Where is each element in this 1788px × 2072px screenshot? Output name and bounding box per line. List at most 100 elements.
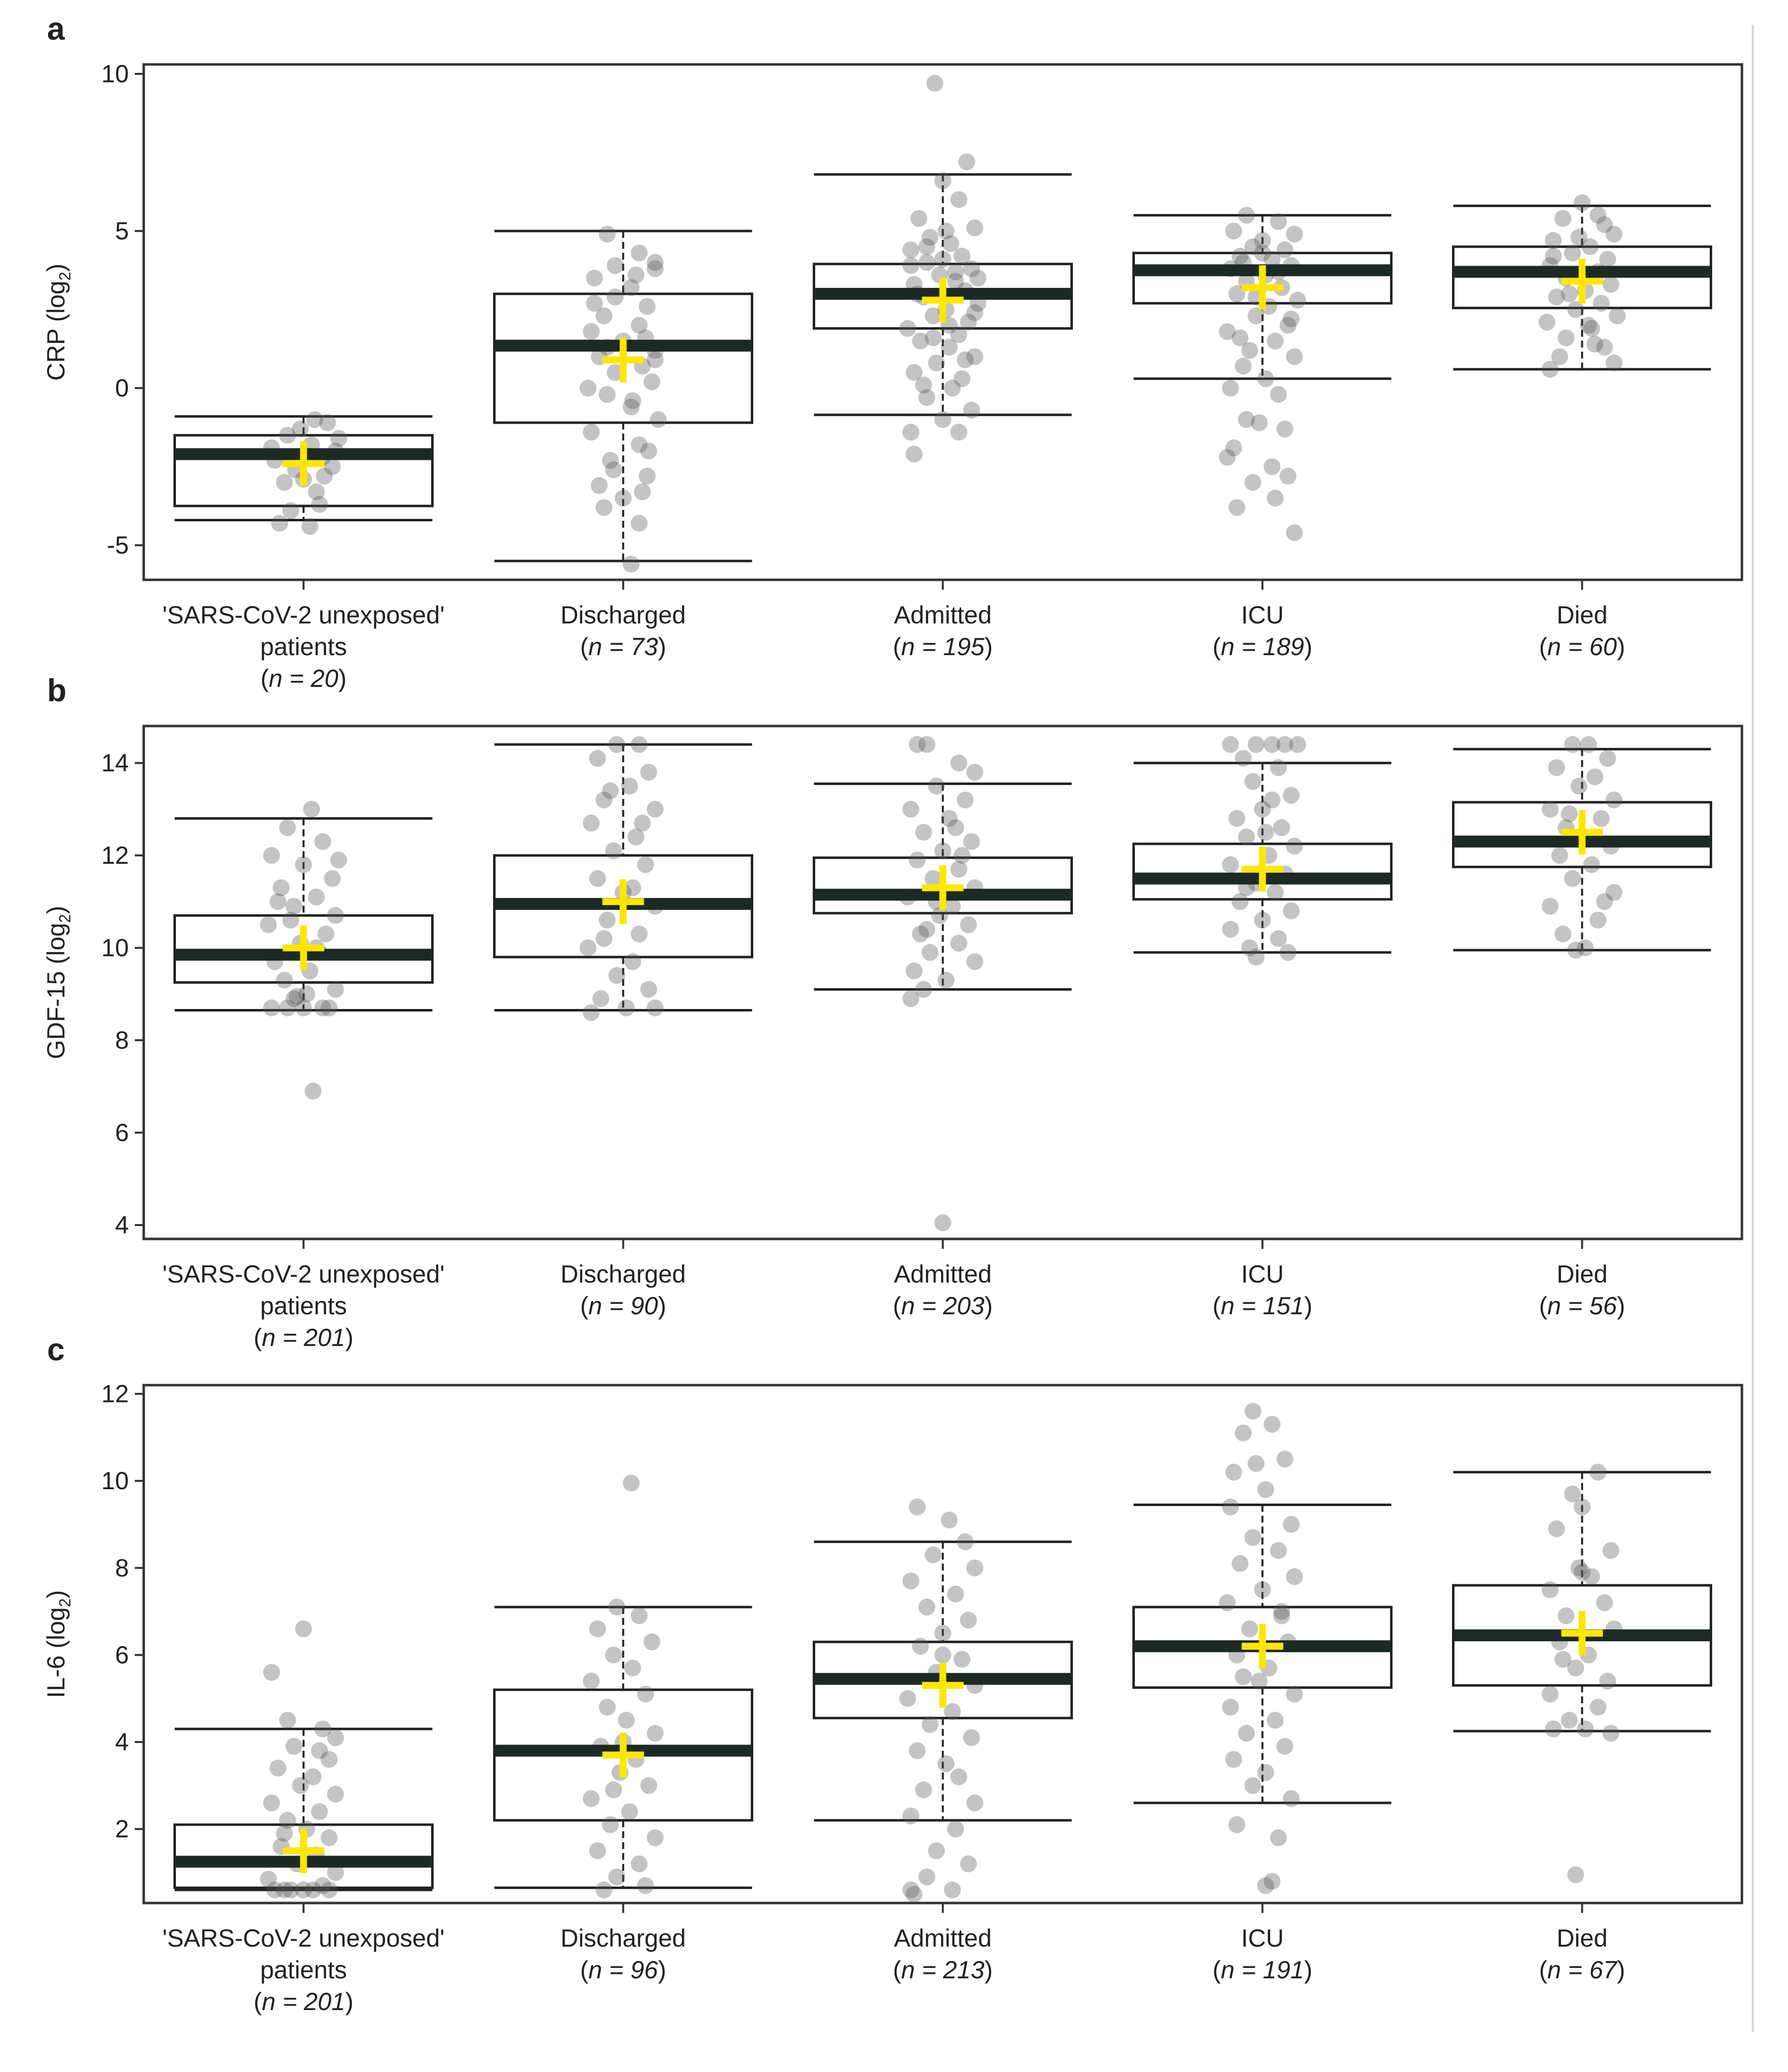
data-point (937, 1755, 954, 1772)
data-point (1270, 759, 1287, 776)
data-point (624, 1659, 641, 1677)
n-close-paren: ) (338, 665, 347, 692)
data-point (1561, 285, 1578, 302)
data-point (276, 474, 293, 491)
data-point (918, 1868, 936, 1886)
n-close-paren: ) (658, 633, 667, 661)
data-point (1599, 750, 1617, 767)
data-point (1551, 847, 1568, 864)
data-point (966, 1794, 983, 1812)
data-point (1263, 251, 1281, 268)
data-point (931, 907, 949, 924)
data-point (621, 778, 638, 795)
n-open-paren: ( (1213, 633, 1221, 661)
data-point (934, 1624, 951, 1642)
y-tick-label: 8 (115, 1554, 129, 1582)
data-point (1589, 911, 1607, 929)
data-point (1548, 759, 1565, 776)
x-category-label: 'SARS-CoV-2 unexposed' (163, 601, 445, 629)
n-count: n = 201 (262, 1324, 345, 1351)
data-point (1602, 276, 1620, 293)
data-point (1254, 1581, 1271, 1598)
data-point (589, 750, 606, 767)
data-point (1228, 285, 1245, 302)
data-point (1599, 1673, 1617, 1690)
data-point (937, 971, 954, 989)
data-point (1276, 420, 1293, 438)
n-close-paren: ) (1304, 1292, 1313, 1320)
data-point (599, 911, 616, 929)
data-point (902, 990, 919, 1008)
data-point (1589, 1698, 1607, 1716)
data-point (260, 916, 277, 933)
data-point (1228, 810, 1245, 827)
data-point (583, 323, 600, 340)
data-point (1244, 238, 1262, 255)
y-tick-label: -5 (107, 531, 129, 559)
data-point (1570, 1559, 1588, 1576)
data-point (634, 814, 651, 832)
data-point (279, 427, 296, 444)
data-point (263, 999, 280, 1016)
group-3: ICU (n = 191) (1132, 1402, 1393, 1984)
data-point (1554, 210, 1571, 227)
data-point (324, 870, 341, 887)
data-point (925, 307, 942, 325)
data-point (915, 1781, 932, 1798)
data-point (1219, 448, 1236, 466)
data-point (1241, 1620, 1258, 1637)
data-point (941, 810, 958, 827)
data-point (1283, 1516, 1300, 1533)
data-point (595, 930, 613, 947)
data-point (279, 999, 296, 1016)
x-category-n: (n = 67) (1539, 1956, 1625, 1984)
data-point (321, 1751, 338, 1768)
data-point (1247, 307, 1265, 325)
data-point (608, 736, 625, 753)
x-category-n: (n = 195) (893, 633, 993, 661)
data-point (263, 1794, 280, 1812)
data-point (926, 75, 944, 92)
data-point (269, 893, 286, 910)
data-point (640, 1777, 658, 1794)
data-point (1593, 810, 1610, 827)
data-point (953, 1651, 971, 1668)
data-point (327, 1729, 344, 1746)
data-point (314, 999, 332, 1016)
data-point (966, 304, 983, 321)
data-point (308, 889, 325, 905)
data-point (647, 999, 664, 1016)
x-category-label: patients (260, 633, 347, 661)
data-point (1542, 897, 1559, 915)
data-point (1554, 1651, 1571, 1668)
data-point (1545, 247, 1562, 265)
data-point (276, 1825, 293, 1842)
data-point (1228, 499, 1245, 516)
data-point (1219, 1594, 1236, 1612)
data-point (1263, 736, 1281, 753)
data-point (902, 1807, 919, 1825)
data-point (944, 1881, 961, 1899)
data-point (592, 990, 610, 1008)
data-point (1270, 1542, 1287, 1559)
data-point (958, 153, 975, 170)
data-point (963, 1729, 980, 1746)
n-close-paren: ) (345, 1324, 354, 1351)
n-open-paren: ( (580, 1292, 589, 1320)
x-category-label: Admitted (894, 1260, 992, 1288)
y-tick-label: 10 (101, 60, 129, 88)
data-point (1570, 778, 1588, 795)
x-category-n: (n = 73) (580, 633, 667, 661)
data-point (1276, 736, 1293, 753)
data-point (950, 754, 967, 772)
data-point (1589, 207, 1607, 224)
data-point (599, 1698, 616, 1716)
x-category-n: (n = 189) (1213, 633, 1313, 661)
data-point (295, 1620, 312, 1637)
x-category-label: 'SARS-CoV-2 unexposed' (163, 1260, 445, 1288)
data-point (899, 320, 916, 337)
data-point (934, 411, 951, 428)
data-point (319, 414, 336, 431)
data-point (617, 1712, 635, 1729)
